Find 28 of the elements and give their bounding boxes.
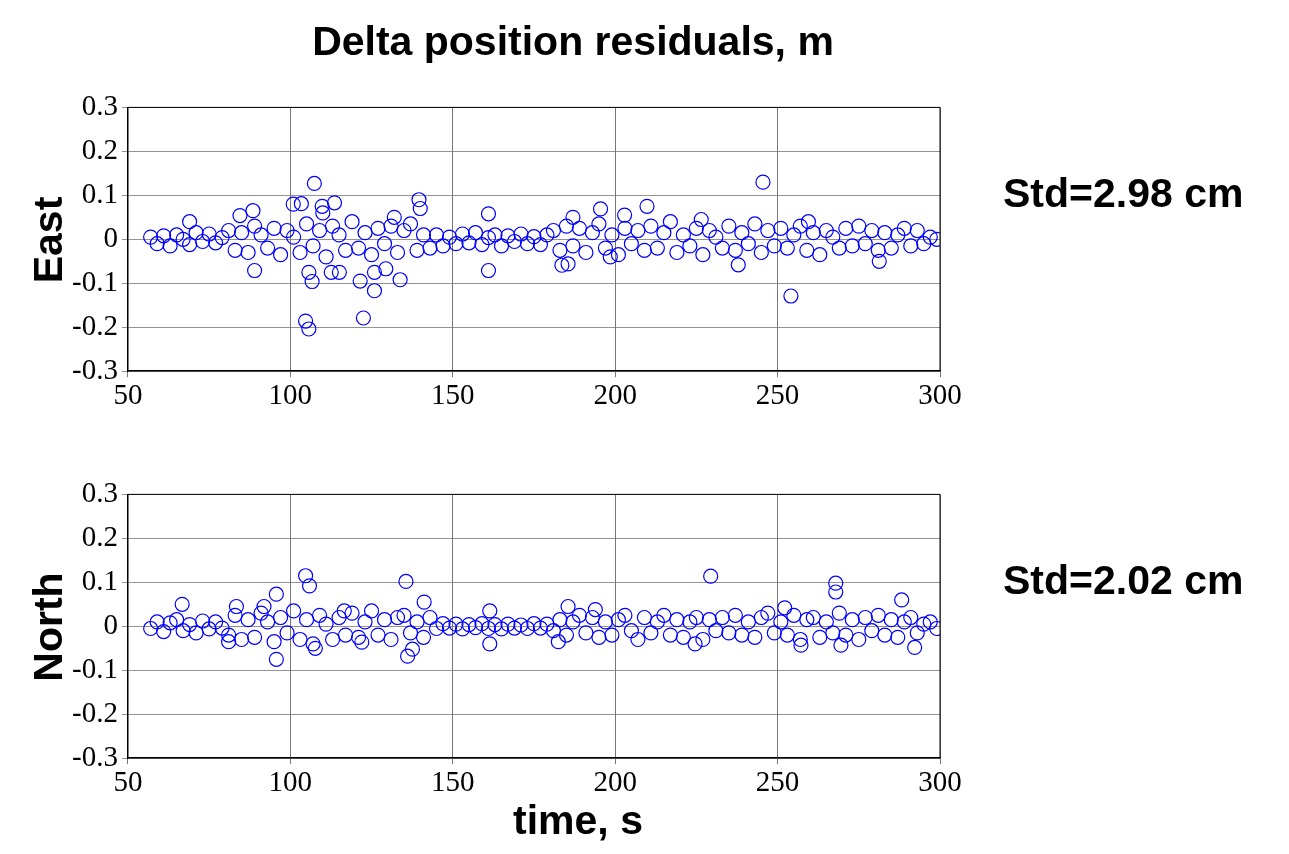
y-tick-label: -0.2 [71, 308, 118, 341]
x-tick-label: 200 [593, 765, 637, 798]
x-tick-label: 250 [755, 378, 800, 411]
x-tick-label: 100 [268, 378, 313, 411]
y-tick-label: 0.2 [81, 519, 118, 552]
y-tick-label: -0.1 [71, 651, 118, 684]
x-tick-label: 100 [268, 765, 313, 798]
y-tick-label: 0.3 [81, 476, 118, 509]
y-tick-label: 0.3 [81, 89, 118, 122]
x-tick-label: 150 [430, 378, 475, 411]
x-axis-title: time, s [512, 797, 644, 844]
x-tick-label: 250 [755, 765, 800, 798]
y-tick-label: 0.1 [81, 176, 118, 209]
x-tick-label: 200 [593, 378, 637, 411]
y-axis-title: North [24, 572, 72, 682]
y-tick-label: -0.1 [71, 264, 118, 297]
y-tick-label: -0.2 [71, 695, 118, 728]
y-tick-label: 0 [103, 220, 118, 253]
x-tick-label: 300 [918, 765, 962, 798]
text: Std=2.98 cm [1003, 170, 1244, 217]
x-tick-label: 300 [918, 378, 962, 411]
y-tick-label: 0 [103, 607, 118, 640]
y-tick-label: 0.1 [81, 563, 118, 596]
text: Std=2.02 cm [1003, 557, 1244, 604]
chart-title: Delta position residuals, m [311, 18, 835, 65]
y-tick-label: 0.2 [81, 132, 118, 165]
x-tick-label: 150 [430, 765, 475, 798]
y-axis-title: East [24, 196, 72, 284]
